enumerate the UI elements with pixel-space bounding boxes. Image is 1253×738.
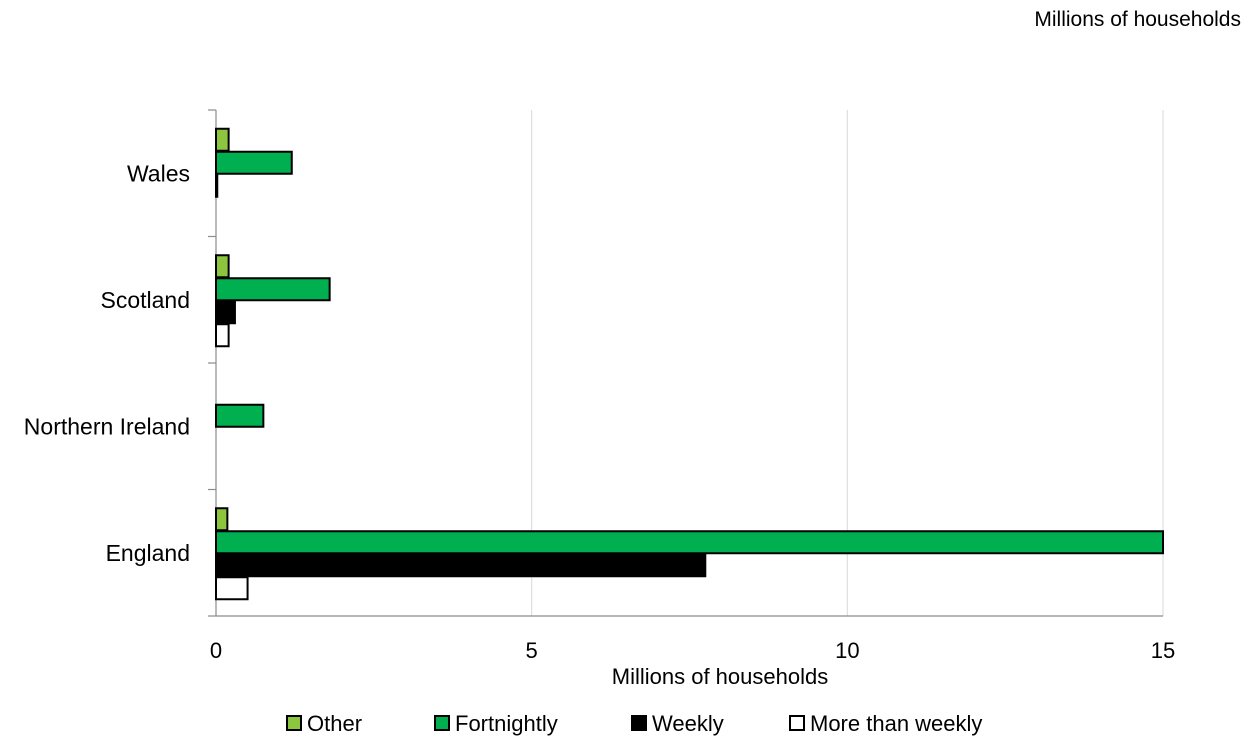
bar-more-than-weekly [215,323,230,348]
category-label: Wales [127,160,190,186]
legend-label: Other [307,711,362,736]
legend-swatch [434,715,450,731]
legend: Other Fortnightly Weekly More than weekly [286,711,982,736]
x-tick-label: 0 [210,638,222,663]
bar-fortnightly [215,530,1164,555]
x-tick-label: 10 [835,638,859,663]
legend-label: More than weekly [810,711,982,736]
category-label: England [106,540,190,566]
legend-label: Fortnightly [455,711,558,736]
legend-label: Weekly [652,711,724,736]
bar-fortnightly [215,150,293,175]
category-label: Scotland [100,287,190,313]
bar-fortnightly [215,403,265,428]
legend-swatch [631,715,647,731]
legend-swatch [789,715,805,731]
y-axis [208,109,217,617]
bar-weekly [215,173,219,198]
x-tick-label: 5 [526,638,538,663]
x-tick-label: 15 [1151,638,1175,663]
category-label: Northern Ireland [24,413,190,439]
bars [215,127,1164,601]
bar-other [215,254,230,279]
unit-note: Millions of households [1034,8,1241,31]
legend-swatch [286,715,302,731]
bar-weekly [215,553,707,578]
bar-fortnightly [215,277,331,302]
bar-other [215,507,229,532]
bar-other [215,127,230,152]
bar-weekly [215,300,236,325]
bar-more-than-weekly [215,576,249,601]
x-axis-title: Millions of households [612,664,828,689]
